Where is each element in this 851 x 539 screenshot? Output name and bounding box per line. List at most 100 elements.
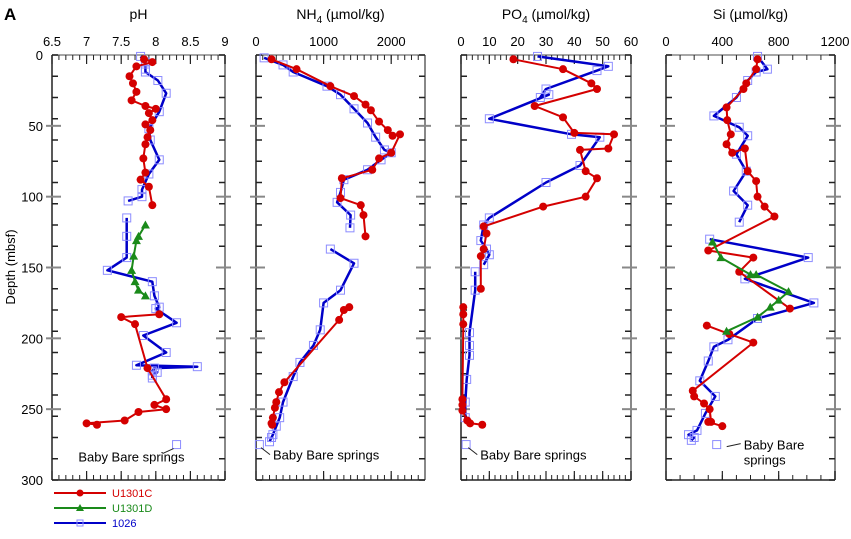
- data-point-1026: [346, 210, 356, 220]
- data-point-U1301C: [388, 131, 397, 140]
- data-point-U1301C: [743, 167, 752, 176]
- data-point-1026: [734, 217, 744, 227]
- data-point-1026: [743, 200, 753, 210]
- data-point-U1301C: [350, 92, 359, 101]
- data-point-U1301C: [143, 133, 152, 142]
- data-point-1026: [371, 132, 381, 142]
- data-point-U1301D: [746, 270, 755, 279]
- annotation-text: Baby Bare: [744, 438, 805, 453]
- data-point-1026: [254, 440, 264, 450]
- panel-title: PO4 (µmol/kg): [502, 6, 590, 26]
- data-point-U1301C: [134, 408, 143, 416]
- data-point-U1301C: [144, 182, 153, 191]
- data-point-1026: [710, 391, 720, 401]
- data-point-1026: [703, 356, 713, 366]
- legend-marker-square-icon: [76, 519, 84, 527]
- y-axis-label: Depth (mbsf): [3, 229, 18, 304]
- data-point-1026: [349, 258, 359, 268]
- data-point-U1301C: [739, 85, 748, 93]
- data-point-U1301C: [476, 252, 485, 261]
- series-line-1026: [479, 55, 610, 266]
- data-point-1026: [592, 66, 602, 76]
- data-point-U1301C: [326, 82, 335, 91]
- data-point-U1301C: [753, 55, 762, 64]
- data-point-1026: [689, 433, 699, 442]
- data-point-1026: [470, 267, 480, 277]
- y-tick-label: 0: [36, 48, 43, 63]
- data-point-U1301C: [141, 140, 150, 149]
- data-point-1026: [349, 104, 359, 114]
- annotation-text: Baby Bare springs: [480, 448, 587, 463]
- data-point-U1301C: [336, 194, 345, 203]
- y-tick-label: 50: [29, 119, 43, 134]
- x-tick-label: 9: [221, 34, 228, 49]
- data-point-1026: [149, 291, 159, 301]
- legend-label: U1301D: [112, 503, 152, 515]
- data-point-U1301C: [700, 399, 709, 408]
- data-point-U1301C: [728, 148, 737, 157]
- x-tick-label: 8.5: [181, 34, 199, 49]
- data-point-U1301C: [359, 211, 368, 220]
- data-point-1026: [465, 350, 474, 360]
- data-point-U1301C: [559, 113, 567, 122]
- x-tick-label: 30: [539, 34, 553, 49]
- data-point-U1301C: [120, 416, 129, 425]
- data-point-U1301D: [716, 253, 726, 262]
- annotation-text: Baby Bare springs: [273, 448, 380, 463]
- data-point-U1301D: [129, 251, 139, 260]
- data-point-U1301C: [587, 79, 596, 88]
- data-point-1026: [140, 67, 150, 77]
- data-point-U1301C: [128, 79, 137, 88]
- data-point-U1301C: [132, 62, 141, 71]
- legend-item-U1301D: U1301D: [54, 503, 152, 515]
- data-point-1026: [743, 131, 753, 141]
- annotation-baby-bare-springs: Baby Bare springs: [260, 447, 380, 463]
- data-point-1026: [192, 362, 202, 372]
- data-point-U1301D: [130, 277, 140, 286]
- data-point-1026: [484, 250, 494, 260]
- data-point-U1301D: [753, 312, 763, 321]
- data-point-U1301C: [387, 148, 396, 157]
- data-point-U1301C: [82, 419, 91, 428]
- x-tick-label: 1000: [309, 34, 338, 49]
- data-point-1026: [686, 435, 696, 445]
- annotation-text: springs: [744, 453, 786, 468]
- data-point-U1301C: [267, 55, 276, 64]
- data-point-1026: [137, 185, 147, 195]
- data-point-U1301C: [581, 167, 590, 176]
- data-point-1026: [122, 231, 132, 241]
- y-tick-label: 300: [21, 473, 43, 488]
- data-point-U1301D: [722, 326, 732, 335]
- legend-marker-circle-icon: [76, 489, 84, 497]
- data-point-U1301C: [610, 130, 618, 139]
- data-point-U1301D: [784, 287, 794, 296]
- y-tick-label: 250: [21, 402, 43, 417]
- data-point-U1301C: [150, 400, 159, 409]
- x-tick-label: 6.5: [43, 34, 61, 49]
- data-point-U1301C: [749, 253, 758, 262]
- data-point-1026: [268, 430, 278, 440]
- data-point-1026: [315, 325, 325, 335]
- series-line-U1301C: [707, 59, 791, 310]
- data-point-U1301C: [361, 232, 370, 241]
- data-point-U1301C: [458, 406, 467, 415]
- data-point-U1301C: [752, 177, 761, 186]
- data-point-U1301C: [148, 116, 157, 125]
- data-point-1026: [122, 213, 132, 223]
- data-point-U1301D: [140, 220, 150, 229]
- panel-title: Si (µmol/kg): [713, 6, 788, 22]
- panel-2: PO4 (µmol/kg) 0 10 20 30 40 50 60 Baby Bare spri…: [455, 6, 638, 481]
- data-point-U1301D: [140, 291, 150, 300]
- data-point-1026: [123, 196, 133, 206]
- data-point-U1301C: [593, 174, 601, 183]
- legend-marker-triangle-icon: [76, 504, 84, 511]
- data-point-U1301C: [705, 405, 714, 414]
- x-tick-label: 40: [567, 34, 581, 49]
- data-point-1026: [731, 93, 741, 102]
- data-point-1026: [325, 244, 335, 254]
- y-tick-label: 200: [21, 331, 43, 346]
- data-point-1026: [465, 328, 474, 338]
- data-point-U1301D: [127, 265, 137, 274]
